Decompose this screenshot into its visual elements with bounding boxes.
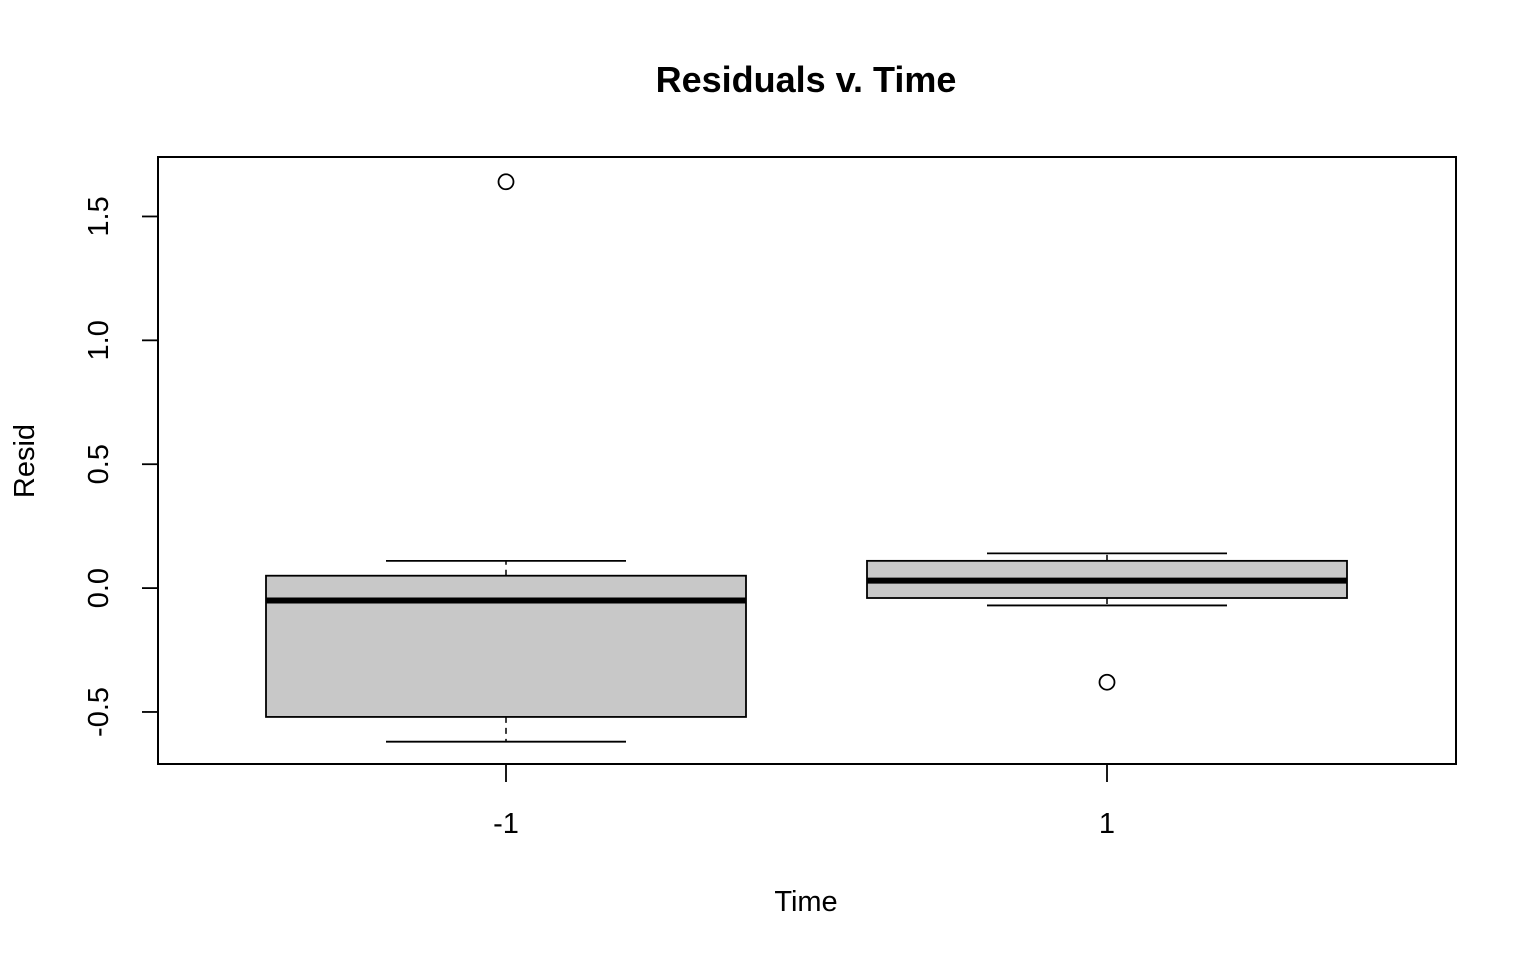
y-tick-label: 0.0 [83,568,115,608]
x-axis: -1 1 [493,764,1115,840]
x-axis-label: Time [774,886,837,918]
outlier-point [497,173,515,191]
y-tick-label: 1.5 [83,196,115,236]
x-tick-label: 1 [1099,808,1115,840]
y-axis-label: Resid [9,424,41,498]
y-tick-label: 1.0 [83,320,115,360]
iqr-box [265,574,747,718]
chart-title: Residuals v. Time [656,59,957,100]
x-tick-label: -1 [493,808,519,840]
y-axis: -0.5 0.0 0.5 1.0 1.5 [83,196,159,737]
boxes-layer [265,173,1348,743]
y-tick-label: -0.5 [83,687,115,737]
box-group-0 [265,173,747,743]
box-group-1 [866,552,1348,691]
y-tick-label: 0.5 [83,444,115,484]
outlier-point [1098,673,1116,691]
